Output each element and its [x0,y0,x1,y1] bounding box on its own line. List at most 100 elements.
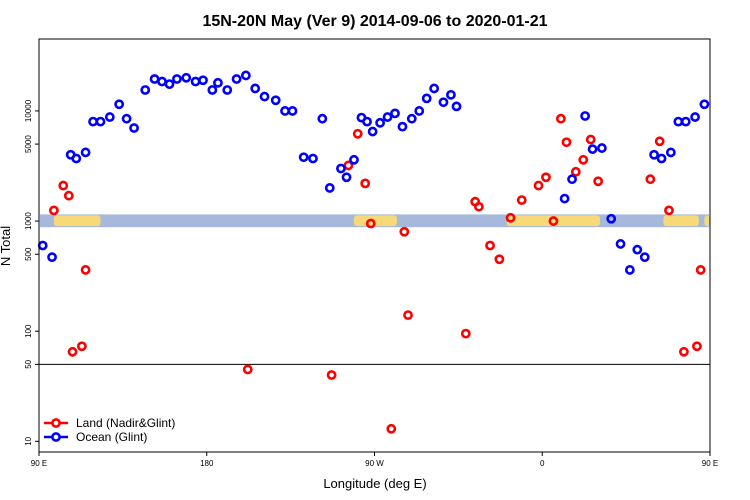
land-point [664,205,674,216]
ocean-point [172,74,182,84]
ocean-point [451,101,462,112]
land-point [80,265,91,275]
ocean-point [615,239,626,249]
ocean-point [129,123,139,133]
land-point [473,201,484,212]
land-segment [663,215,699,227]
land-point [67,346,78,357]
x-axis-title: Longitude (deg E) [323,476,426,491]
ocean-point [250,83,261,94]
ocean-point [596,143,607,153]
ocean-point [632,244,643,255]
ocean-point [207,85,218,95]
ocean-point [121,113,132,124]
y-tick-label: 5000 [24,135,33,153]
land-point [399,226,410,237]
ocean-point [181,72,192,83]
x-tick-label: 90 E [31,459,47,468]
land-segment [704,215,710,227]
y-tick-label: 100 [24,324,33,338]
y-tick-label: 1000 [24,212,33,230]
ocean-point [429,83,440,94]
ocean-point [149,74,160,84]
chart-title: 15N-20N May (Ver 9) 2014-09-06 to 2020-0… [202,13,547,30]
land-point [541,172,551,183]
ocean-point [198,75,208,86]
land-point [692,341,702,352]
y-tick-label: 10 [24,436,33,445]
land-point [570,166,581,177]
ocean-point [308,153,318,164]
ocean-point [406,113,417,124]
land-segment [353,215,397,227]
ocean-point [88,116,98,127]
ocean-point [336,163,346,174]
land-point [58,180,69,191]
ocean-point [362,116,372,127]
y-tick-label: 500 [24,247,33,261]
land-point [460,328,471,339]
land-segment [53,215,101,227]
land-point [326,370,337,380]
ocean-point [280,106,290,116]
y-axis-title: N Total [0,226,13,266]
land-point [494,254,505,265]
ocean-point [71,153,82,164]
ocean-point [397,121,408,132]
ocean-point [367,126,378,137]
x-tick-label: 0 [540,459,545,468]
land-point [533,180,544,191]
plot-frame [38,38,711,453]
x-axis: 90 E 180 90 W 0 90 E [31,452,718,468]
ocean-point [190,76,201,87]
x-tick-label: 90 E [702,459,718,468]
ocean-point [270,95,281,106]
land-point [585,134,596,145]
ocean-point [421,93,432,104]
ocean-point [656,153,667,164]
x-tick-label: 90 W [365,459,384,468]
land-point [645,174,656,185]
ocean-point [317,113,328,124]
ocean-point [665,147,676,158]
ocean-point [349,154,359,165]
ocean-point [298,152,309,163]
ocean-point [140,85,151,95]
ocean-point [580,111,591,121]
land-point [561,137,572,148]
ocean-point [390,108,400,119]
ocean-point [222,85,233,95]
ocean-point [559,193,570,204]
land-point [516,195,527,206]
ocean-point [287,106,298,116]
legend-label-land: Land (Nadir&Glint) [76,416,175,430]
ocean-point [673,116,684,127]
y-tick-label: 50 [24,359,33,368]
land-point [505,212,516,223]
land-point [555,113,566,124]
land-point [386,423,397,434]
land-point [593,176,604,187]
ocean-point [375,117,385,128]
ocean-point [382,112,393,122]
ocean-series [37,70,710,275]
land-point [63,190,74,201]
land-point [365,218,376,229]
ocean-point [341,172,352,183]
ocean-point [567,174,577,185]
ocean-point [446,89,456,100]
ocean-point [639,252,650,263]
y-tick-label: 10000 [24,99,33,122]
land-point [49,205,59,216]
land-point [352,128,363,139]
ocean-point [438,97,449,108]
ocean-point [164,79,175,90]
land-series [49,113,706,434]
ocean-point [324,183,335,193]
legend: Land (Nadir&Glint)Ocean (Glint) [44,416,175,444]
land-point [360,178,371,189]
legend-marker [51,418,61,428]
land-point [548,216,559,226]
y-axis: 10 50 100 500 1000 5000 10000 [24,99,39,446]
land-point [403,310,413,321]
